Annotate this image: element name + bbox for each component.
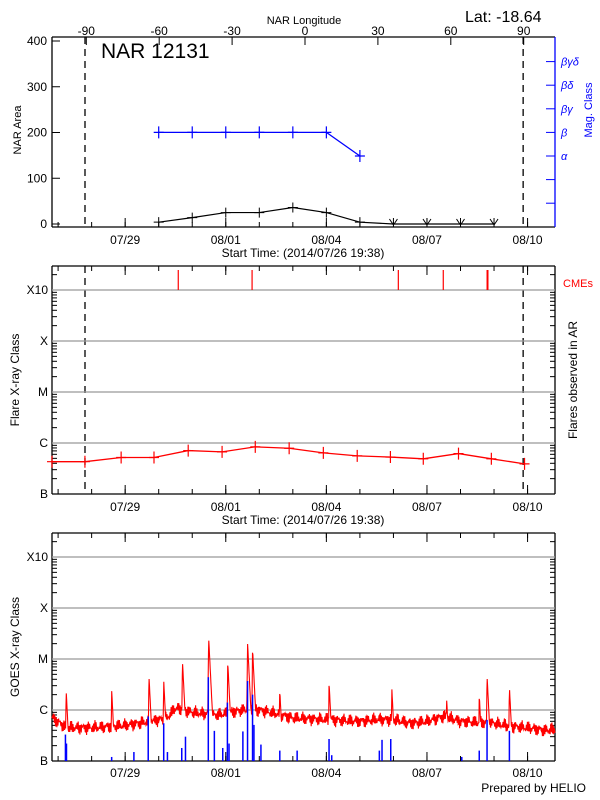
flare-point [183,444,194,457]
flare-class-ylabel: Flare X-ray Class [8,334,22,427]
prepared-by-footer: Prepared by HELIO [481,781,586,795]
longitude-tick-label: -30 [223,24,241,38]
panel1-xlabel: Start Time: (2014/07/26 19:38) [222,246,385,260]
mag-class-tick-label: βδ [560,80,574,92]
x-tick-label: 08/07 [412,766,442,780]
nar-title: NAR 12131 [101,40,210,63]
nar-area-arrow-marker [422,218,432,226]
nar-area-point [220,207,231,218]
y-tick-label: B [40,487,48,501]
longitude-tick-label: 0 [302,24,309,38]
y-tick-label: 300 [27,80,47,94]
x-tick-label: 08/04 [311,500,341,514]
nar-area-point [287,202,298,213]
y-tick-label: B [40,754,48,768]
nar-area-point [153,217,164,228]
lat-annotation: Lat: -18.64 [465,9,542,26]
goes-long-channel-line [51,640,556,737]
flare-point [352,449,363,462]
x-tick-label: 08/10 [513,500,543,514]
mag-class-point [321,126,332,139]
flare-point [385,451,396,464]
mag-class-tick-label: β [560,127,568,139]
flare-class-line [52,446,525,465]
y-tick-label: X [40,334,48,348]
y-tick-label: 0 [40,217,47,231]
cme-label: CMEs [563,278,593,290]
y-tick-label: X10 [27,550,49,564]
longitude-tick-label: -90 [78,24,96,38]
x-tick-label: 08/10 [513,766,543,780]
y-tick-label: 100 [27,171,47,185]
nar-area-ylabel: NAR Area [12,105,24,155]
nar-area-arrow-marker [456,218,465,226]
mag-class-point [287,126,298,139]
flare-point [284,442,295,455]
x-tick-label: 08/10 [513,233,543,247]
mag-class-point [254,126,265,139]
nar-area-point [187,212,198,223]
y-tick-label: X [40,601,48,615]
longitude-tick-label: 30 [371,24,385,38]
nar-area-point [354,217,365,228]
flare-point [217,445,228,458]
mag-class-y2label: Mag. Class [583,82,595,138]
mag-class-point [153,126,164,139]
nar-area-point [254,207,265,218]
longitude-tick-label: 60 [444,24,458,38]
flare-point [486,452,497,465]
x-tick-label: 08/04 [311,233,341,247]
mag-class-point [220,126,231,139]
flare-point [250,440,261,453]
y-tick-label: M [38,652,48,666]
longitude-tick-label: 90 [517,24,531,38]
longitude-tick-label: -60 [151,24,169,38]
x-tick-label: 08/07 [412,233,442,247]
nar-area-point [321,207,332,218]
x-tick-label: 08/01 [211,500,241,514]
flare-point [47,455,57,468]
x-tick-label: 07/29 [110,500,140,514]
x-tick-label: 08/01 [211,766,241,780]
nar-area-arrow-marker [389,218,398,226]
flare-point [418,452,429,465]
flare-point [79,455,90,468]
x-tick-label: 07/29 [110,233,140,247]
flare-point [116,451,127,464]
panel2-xlabel: Start Time: (2014/07/26 19:38) [222,513,385,527]
flare-point [148,451,159,464]
mag-class-point [187,126,198,139]
y-tick-label: X10 [27,283,49,297]
flare-point [519,457,530,470]
y-tick-label: M [38,385,48,399]
x-tick-label: 08/04 [311,766,341,780]
y-tick-label: 200 [27,126,47,140]
mag-class-tick-label: βγδ [560,57,580,69]
top-axis-label: NAR Longitude [267,15,342,27]
goes-class-ylabel: GOES X-ray Class [8,597,22,697]
mag-class-tick-label: α [561,151,568,163]
y-tick-label: C [39,703,48,717]
x-tick-label: 07/29 [110,766,140,780]
mag-class-point [354,150,365,162]
flares-observed-y2label: Flares observed in AR [566,321,580,439]
nar-area-arrow-marker [489,218,499,226]
flare-point [453,447,464,460]
y-tick-label: C [39,436,48,450]
x-tick-label: 08/01 [211,233,241,247]
y-tick-label: 400 [27,34,47,48]
flare-point [318,446,329,459]
x-tick-label: 08/07 [412,500,442,514]
mag-class-tick-label: βγ [560,104,574,116]
